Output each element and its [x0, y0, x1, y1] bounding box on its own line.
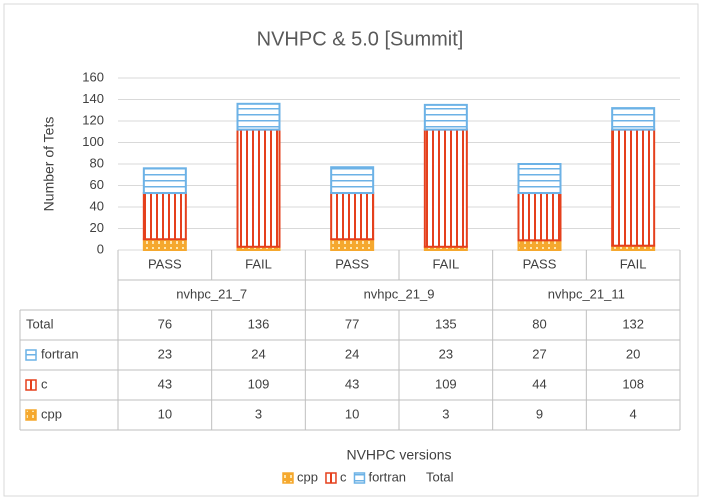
table-cell: 76: [158, 316, 172, 331]
bar-segment: [423, 103, 468, 131]
legend-label: cpp: [297, 469, 318, 484]
table-cell: 44: [532, 376, 546, 391]
table-row-label: c: [41, 376, 48, 391]
y-tick-label: 40: [90, 198, 104, 213]
x-axis-title: NVHPC versions: [346, 447, 451, 463]
y-tick-label: 120: [82, 112, 104, 127]
group-label: nvhpc_21_9: [364, 286, 435, 301]
bar-segment: [142, 238, 187, 251]
table-cell: 23: [439, 346, 453, 361]
x-tick-label: PASS: [335, 256, 369, 271]
table-cell: 43: [345, 376, 359, 391]
y-tick-label: 0: [97, 241, 104, 256]
legend-swatch: [25, 349, 37, 361]
bar-segment: [236, 128, 281, 248]
y-axis-title: Number of Tets: [41, 117, 57, 212]
y-tick-label: 80: [90, 155, 104, 170]
legend-swatch: [325, 472, 337, 484]
y-tick-label: 20: [90, 220, 104, 235]
table-cell: 43: [158, 376, 172, 391]
bar-segment: [330, 238, 375, 251]
bar-segment: [611, 107, 656, 131]
legend-label: c: [340, 469, 347, 484]
bar-segment: [423, 128, 468, 248]
table-cell: 109: [248, 376, 270, 391]
y-tick-label: 140: [82, 91, 104, 106]
table-cell: 135: [435, 316, 457, 331]
bar-segment: [236, 102, 281, 131]
legend-label: Total: [426, 469, 454, 484]
table-cell: 4: [630, 406, 637, 421]
table-row-label: fortran: [41, 346, 79, 361]
table-cell: 20: [626, 346, 640, 361]
legend-swatch: [25, 409, 37, 421]
group-label: nvhpc_21_11: [548, 286, 625, 301]
table-cell: 80: [532, 316, 546, 331]
group-label: nvhpc_21_7: [176, 286, 247, 301]
table-cell: 132: [622, 316, 644, 331]
table-cell: 108: [622, 376, 644, 391]
table-cell: 10: [158, 406, 172, 421]
table-cell: 3: [442, 406, 449, 421]
bar-segment: [517, 163, 562, 195]
bar-segment: [142, 192, 187, 241]
table-cell: 10: [345, 406, 359, 421]
x-tick-label: PASS: [523, 256, 557, 271]
x-tick-label: PASS: [148, 256, 182, 271]
legend-swatch: [353, 472, 366, 484]
y-tick-label: 100: [82, 134, 104, 149]
chart-title: NVHPC & 5.0 [Summit]: [257, 28, 464, 50]
y-tick-label: 60: [90, 177, 104, 192]
legend-swatch: [282, 472, 294, 484]
table-cell: 27: [532, 346, 546, 361]
table-cell: 136: [248, 316, 270, 331]
x-tick-label: FAIL: [245, 256, 272, 271]
legend-swatch: [25, 379, 37, 391]
table-cell: 9: [536, 406, 543, 421]
table-cell: 24: [345, 346, 359, 361]
y-tick-label: 160: [82, 69, 104, 84]
x-tick-label: FAIL: [432, 256, 459, 271]
legend-label: fortran: [368, 469, 406, 484]
table-cell: 23: [158, 346, 172, 361]
x-tick-label: FAIL: [620, 256, 647, 271]
bar-segment: [517, 192, 562, 242]
bar-segment: [611, 128, 656, 247]
bar-segment: [330, 192, 375, 241]
bar-segment: [517, 239, 562, 251]
table-cell: 77: [345, 316, 359, 331]
bar-segment: [330, 166, 375, 195]
table-cell: 3: [255, 406, 262, 421]
table-cell: 109: [435, 376, 457, 391]
table-row-label: Total: [26, 316, 54, 331]
table-row-label: cpp: [41, 406, 62, 421]
table-cell: 24: [251, 346, 265, 361]
bar-segment: [142, 167, 187, 195]
